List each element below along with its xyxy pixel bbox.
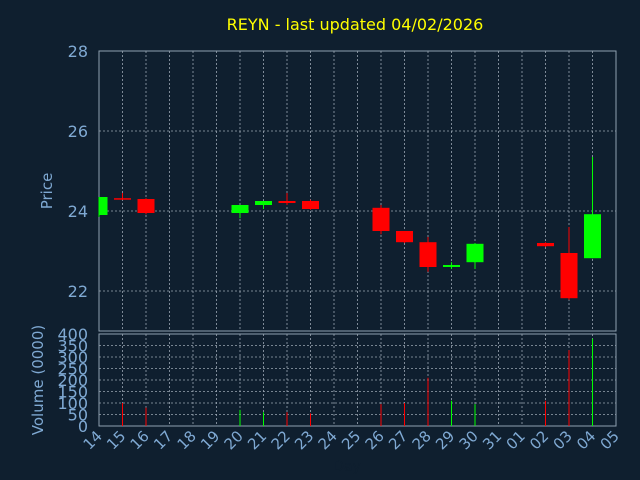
x-tick-label: 30 — [456, 427, 482, 453]
price-axis-label: Price — [38, 173, 56, 210]
price-y-ticks: 22 24 26 28 — [68, 42, 88, 301]
candle-body — [231, 205, 249, 213]
x-tick-label: 17 — [150, 427, 176, 453]
price-tick-label: 28 — [68, 42, 88, 61]
candle-body — [419, 242, 437, 267]
x-tick-label: 20 — [221, 427, 247, 453]
price-tick-label: 24 — [68, 202, 88, 221]
x-tick-label: 02 — [526, 427, 552, 453]
volume-tick-label: 50 — [68, 406, 88, 425]
volume-tick-label: 0 — [78, 417, 88, 436]
x-tick-label: 21 — [244, 427, 270, 453]
x-tick-label: 19 — [197, 427, 223, 453]
candle-body — [302, 201, 319, 209]
x-tick-label: 27 — [385, 427, 411, 453]
volume-axis-label: Volume (0000) — [29, 325, 47, 435]
price-panel: 22 24 26 28 Price — [38, 42, 617, 332]
candle-body — [560, 253, 578, 299]
price-grid — [99, 51, 616, 331]
volume-tick-label: 200 — [57, 371, 88, 390]
candle-body — [99, 197, 108, 215]
candle-body — [372, 207, 390, 231]
chart-title: REYN - last updated 04/02/2026 — [227, 15, 484, 34]
volume-grid — [99, 334, 616, 426]
volume-bars — [122, 338, 593, 426]
volume-tick-label: 300 — [57, 348, 88, 367]
candle-body — [114, 198, 131, 200]
candle-body — [584, 214, 601, 259]
price-tick-label: 22 — [68, 282, 88, 301]
x-tick-label: 18 — [174, 427, 200, 453]
x-tick-label: 22 — [268, 427, 294, 453]
x-tick-label: 03 — [550, 427, 576, 453]
x-tick-label: 25 — [338, 427, 364, 453]
candle-body — [278, 201, 296, 203]
price-tick-label: 26 — [68, 122, 88, 141]
x-tick-label: 23 — [291, 427, 317, 453]
x-tick-label: 31 — [479, 427, 505, 453]
volume-tick-label: 400 — [57, 325, 88, 344]
x-axis-label: Day — [333, 459, 361, 475]
candle-body — [537, 243, 554, 247]
x-tick-label: 05 — [597, 427, 623, 453]
candle-body — [466, 243, 484, 263]
volume-tick-label: 150 — [57, 383, 88, 402]
x-tick-label: 04 — [573, 427, 599, 453]
volume-tick-label: 100 — [57, 394, 88, 413]
candle-body — [396, 231, 413, 243]
x-tick-label: 28 — [409, 427, 435, 453]
candle-body — [255, 201, 272, 205]
x-tick-label: 26 — [362, 427, 388, 453]
x-axis-ticks: 1415161718192021222324252627282930310102… — [80, 427, 623, 453]
x-tick-label: 16 — [127, 427, 153, 453]
volume-tick-label: 250 — [57, 360, 88, 379]
x-tick-label: 24 — [315, 427, 341, 453]
volume-tick-label: 350 — [57, 337, 88, 356]
candles — [98, 157, 601, 300]
candle-body — [443, 265, 460, 267]
x-tick-label: 15 — [103, 427, 129, 453]
x-tick-label: 01 — [503, 427, 529, 453]
candle-body — [137, 199, 155, 213]
x-tick-label: 29 — [432, 427, 458, 453]
